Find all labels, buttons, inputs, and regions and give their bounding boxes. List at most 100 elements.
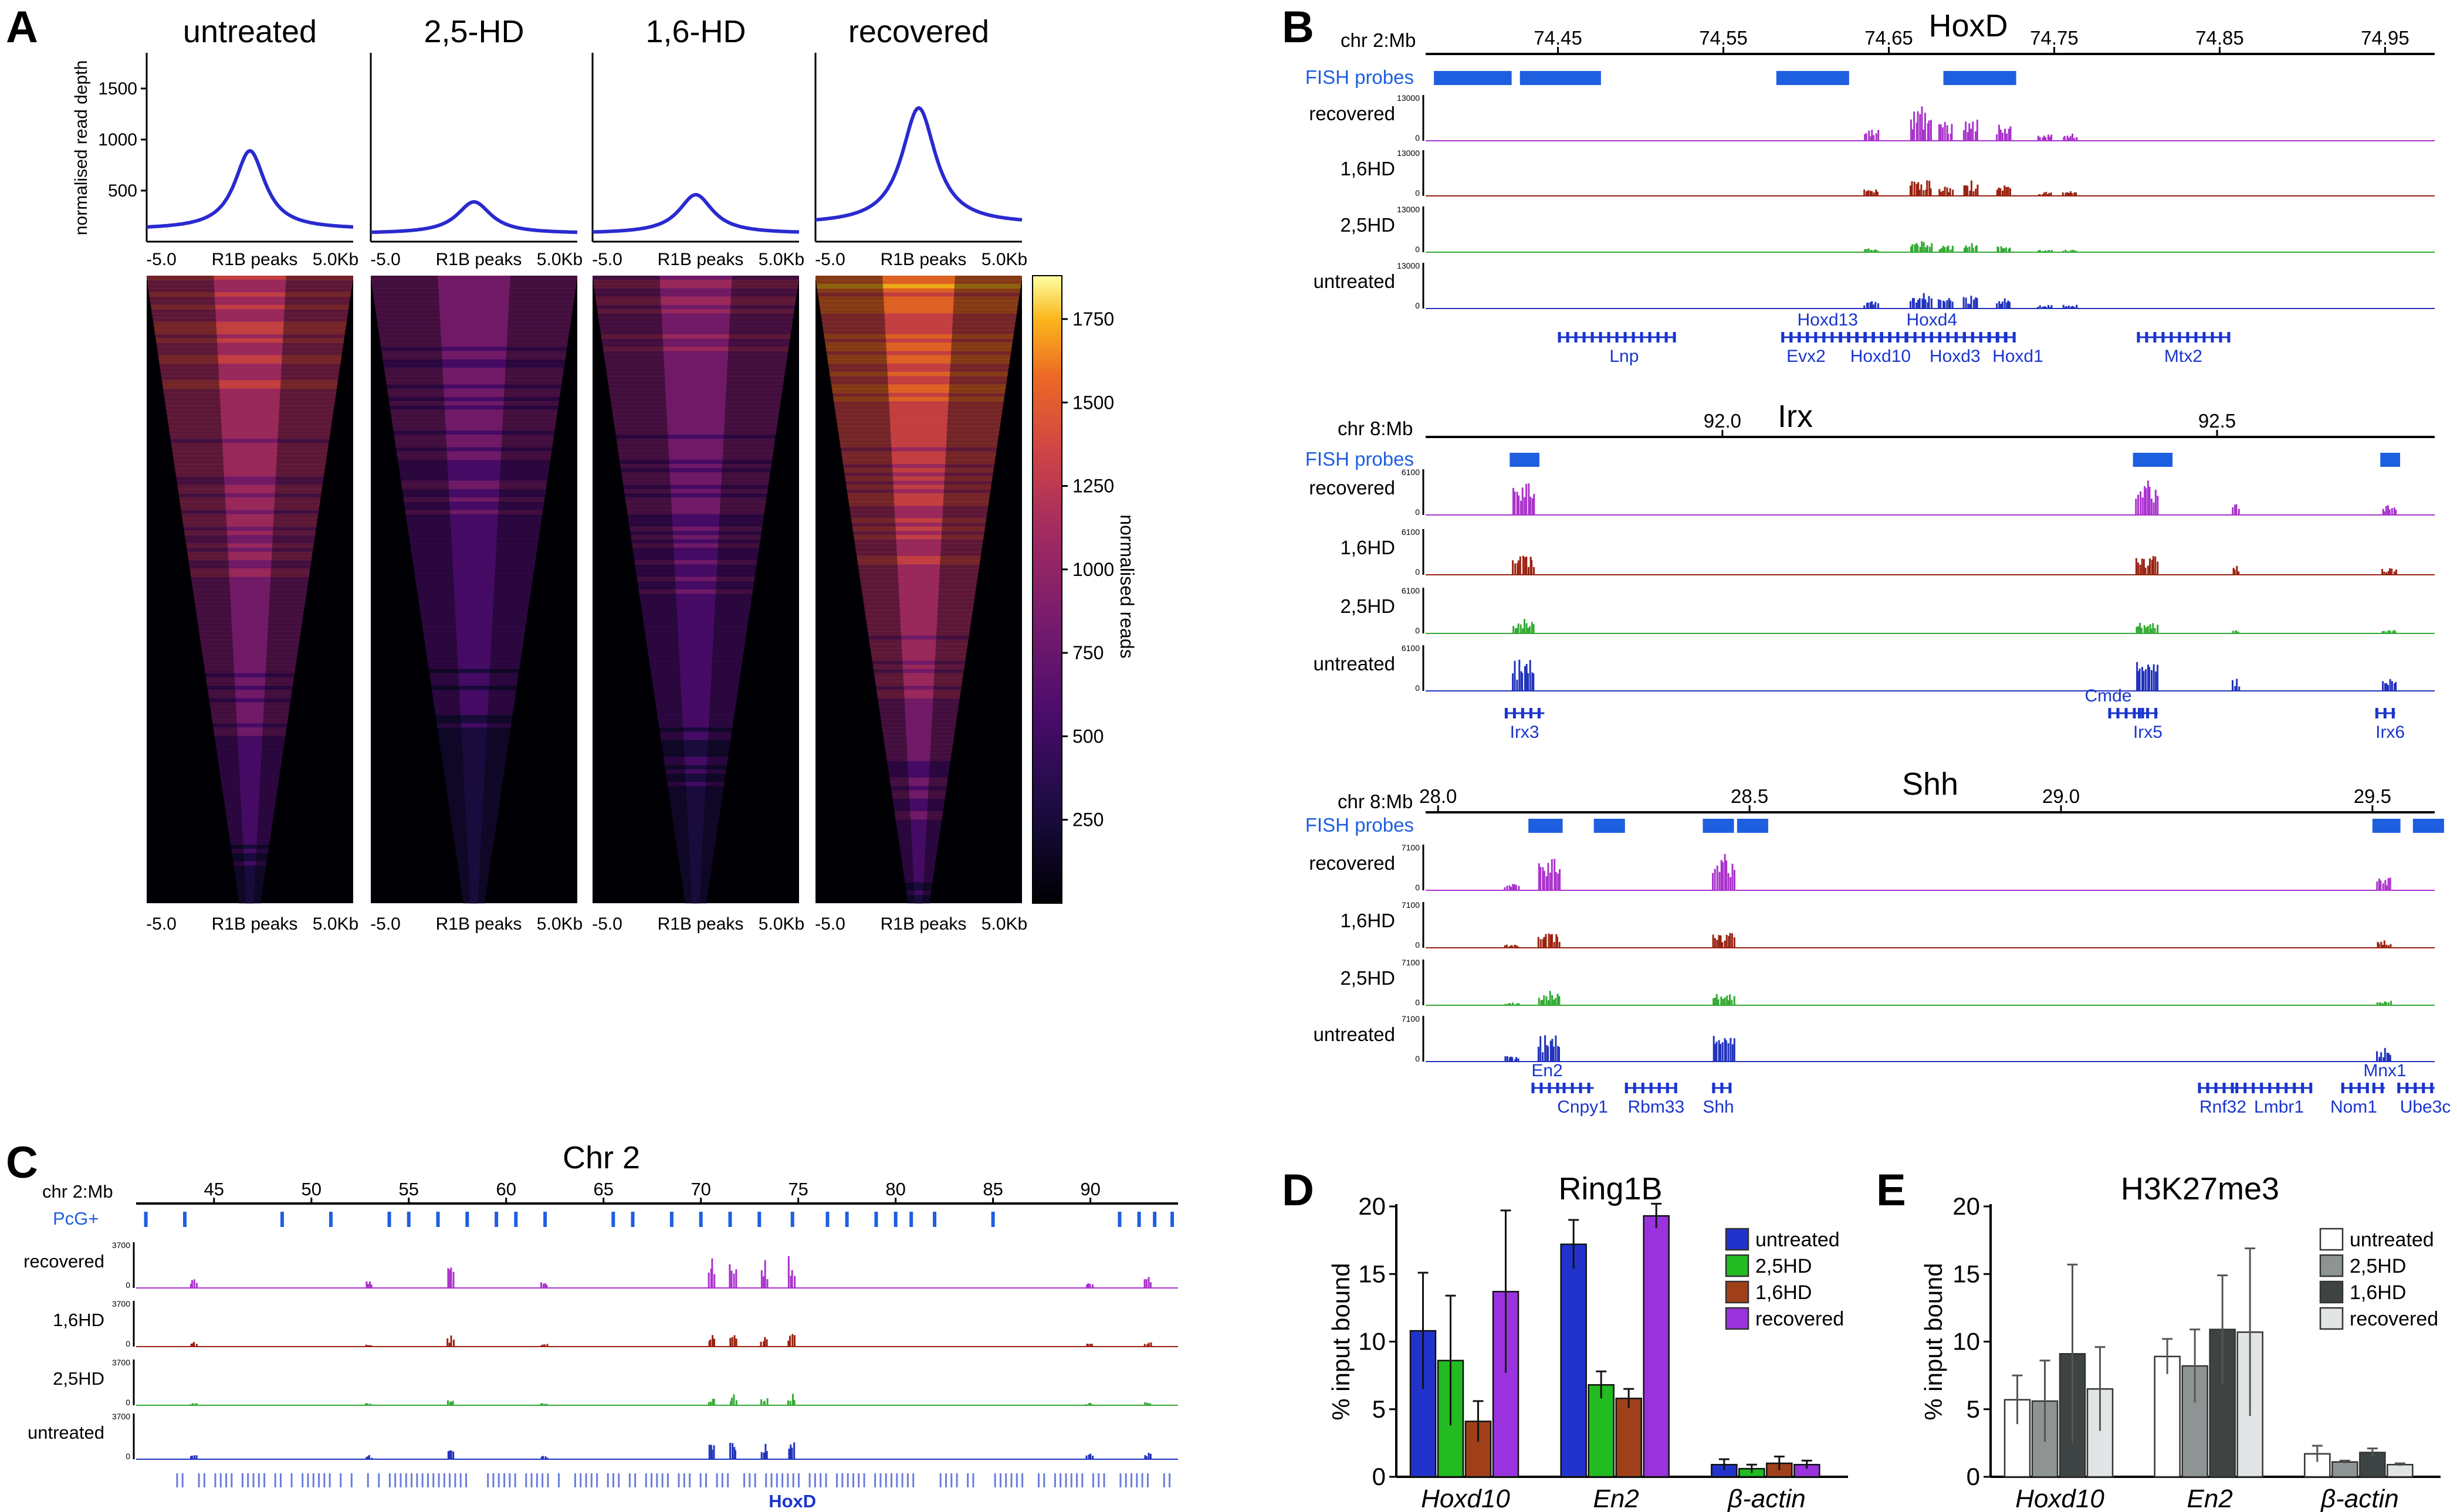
heatmap-core-2-130 xyxy=(688,819,704,824)
heatmap-core-0-129 xyxy=(242,815,258,820)
heatmap-core-0-6 xyxy=(215,300,285,306)
b-Shh-track-label-1: 1,6HD xyxy=(1340,910,1395,931)
heatmap-core-0-28 xyxy=(219,392,280,398)
heatmap-core-1-130 xyxy=(466,819,482,824)
heatmap-core-0-85 xyxy=(232,631,268,636)
gene-exon-HoxD-4-3205 xyxy=(1880,332,1883,343)
b-HoxD-track-ymin-3: 0 xyxy=(1415,301,1420,310)
fish-probe-Shh-5 xyxy=(2412,819,2444,833)
chr2-gene-6266 xyxy=(558,1473,560,1487)
heatmap-core-2-94 xyxy=(680,669,712,674)
e-legend-label-0: untreated xyxy=(2350,1229,2434,1251)
heatmap-core-2-70 xyxy=(675,568,717,573)
heatmap-core-1-115 xyxy=(462,757,486,761)
heatmap-core-0-15 xyxy=(216,338,283,343)
pcg-mark-21 xyxy=(894,1212,898,1227)
heatmap-core-2-91 xyxy=(679,656,712,661)
heatmap-core-3-121 xyxy=(909,782,929,786)
gene-exon-HoxD-0-2726 xyxy=(1599,332,1602,343)
heatmap-core-0-33 xyxy=(221,413,279,418)
heatmap-core-1-122 xyxy=(464,786,484,791)
heatmap-core-1-64 xyxy=(452,543,496,548)
heatmap-core-2-126 xyxy=(687,802,705,808)
heatmap-core-1-69 xyxy=(452,564,496,569)
heatmap-core-2-33 xyxy=(666,413,725,418)
d-ytick-label-3: 15 xyxy=(1358,1260,1386,1287)
chr2-gene-6742 xyxy=(651,1473,653,1487)
b-Shh-track-label-3: untreated xyxy=(1314,1023,1395,1045)
b-HoxD-track-ymin-2: 0 xyxy=(1415,245,1420,254)
heatmap-core-3-48 xyxy=(893,476,945,481)
b-Irx-track-label-1: 1,6HD xyxy=(1340,537,1395,558)
heatmap-core-2-116 xyxy=(685,761,707,766)
e-ytick-label-1: 5 xyxy=(1967,1395,1980,1423)
heatmap-core-0-26 xyxy=(219,384,280,389)
chr2-gene-5090 xyxy=(329,1473,331,1487)
chr2-gene-7078 xyxy=(716,1473,718,1487)
d-legend-label-1: 2,5HD xyxy=(1755,1255,1812,1277)
heatmap-core-1-123 xyxy=(464,790,484,795)
heatmap-core-0-22 xyxy=(218,367,282,372)
heatmap-core-3-45 xyxy=(892,464,945,469)
heatmap-core-3-98 xyxy=(903,686,934,690)
gene-exon-HoxD-0-2656 xyxy=(1558,332,1561,343)
chr2-gene-8562 xyxy=(1005,1473,1007,1487)
colorbar-tick-label-5: 1500 xyxy=(1072,392,1114,413)
heatmap-core-3-43 xyxy=(892,455,946,460)
heatmap-core-0-42 xyxy=(222,451,277,456)
gene-exon-Shh-4-3789 xyxy=(2222,1083,2226,1093)
heatmap-core-2-2 xyxy=(660,284,732,289)
heatmap-core-2-11 xyxy=(662,321,730,327)
heatmap-core-2-137 xyxy=(689,849,702,853)
gene-exon-Shh-7-3991 xyxy=(2341,1083,2344,1093)
heatmap-core-3-100 xyxy=(904,694,933,699)
heatmap-core-1-119 xyxy=(463,773,485,778)
pcg-mark-5 xyxy=(407,1212,411,1227)
chr2-gene-6994 xyxy=(699,1473,702,1487)
fish-probe-Shh-1 xyxy=(1593,819,1625,833)
profile-xlabel-3-1: R1B peaks xyxy=(881,250,967,269)
e-bar-recovered-β-actin xyxy=(2387,1464,2414,1478)
heatmap-core-2-62 xyxy=(673,535,719,540)
chr2-gene-8898 xyxy=(1070,1473,1072,1487)
chr2-gene-5062 xyxy=(323,1473,326,1487)
e-category-2: β-actin xyxy=(2320,1484,2399,1512)
heatmap-core-3-78 xyxy=(899,602,938,606)
heatmap-core-1-37 xyxy=(446,430,502,435)
heatmap-core-1-82 xyxy=(455,618,493,623)
heatmap-core-3-131 xyxy=(911,823,927,829)
d-bar-recovered-En2 xyxy=(1643,1215,1670,1478)
heatmap-core-0-149 xyxy=(246,899,254,904)
heatmap-core-3-63 xyxy=(896,539,942,544)
b-Irx-track-ymax-2: 6100 xyxy=(1402,586,1420,595)
profile-xlabel-1-0: -5.0 xyxy=(370,250,401,269)
chr2-gene-6378 xyxy=(580,1473,582,1487)
chr2-gene-8506 xyxy=(994,1473,996,1487)
heatmap-core-3-130 xyxy=(911,819,927,824)
heatmap-core-1-87 xyxy=(456,639,492,645)
heatmap-core-2-38 xyxy=(668,435,724,439)
heatmap-core-3-75 xyxy=(899,589,939,594)
heatmap-core-1-128 xyxy=(465,811,483,816)
gene-exon-Irx-2-3658 xyxy=(2146,708,2150,718)
gene-exon-HoxD-5-3346 xyxy=(1962,332,1966,343)
heatmap-core-2-65 xyxy=(674,547,718,552)
chr2-gene-6434 xyxy=(590,1473,593,1487)
gene-exon-Shh-0-2652 xyxy=(1556,1083,1559,1093)
gene-exon-Irx-0-2579 xyxy=(1512,708,1516,718)
chr2-gene-9374 xyxy=(1163,1473,1165,1487)
colorbar-tick-label-3: 1000 xyxy=(1072,559,1114,580)
gene-exon-HoxD-0-2782 xyxy=(1632,332,1635,343)
profile-ytick-label-2: 1500 xyxy=(98,79,137,99)
heatmap-core-1-24 xyxy=(443,376,505,381)
heatmap-core-3-66 xyxy=(896,551,941,557)
gene-exon-Shh-1-2706 xyxy=(1587,1083,1590,1093)
chr2-gene-5762 xyxy=(459,1473,462,1487)
heatmap-core-2-19 xyxy=(664,355,728,360)
heatmap-core-1-36 xyxy=(445,426,503,431)
chr2-gene-5930 xyxy=(492,1473,495,1487)
gene-exon-Irx-3-4063 xyxy=(2383,708,2387,718)
gene-exon-Irx-0-2565 xyxy=(1504,708,1508,718)
heatmap-core-3-54 xyxy=(894,501,943,506)
